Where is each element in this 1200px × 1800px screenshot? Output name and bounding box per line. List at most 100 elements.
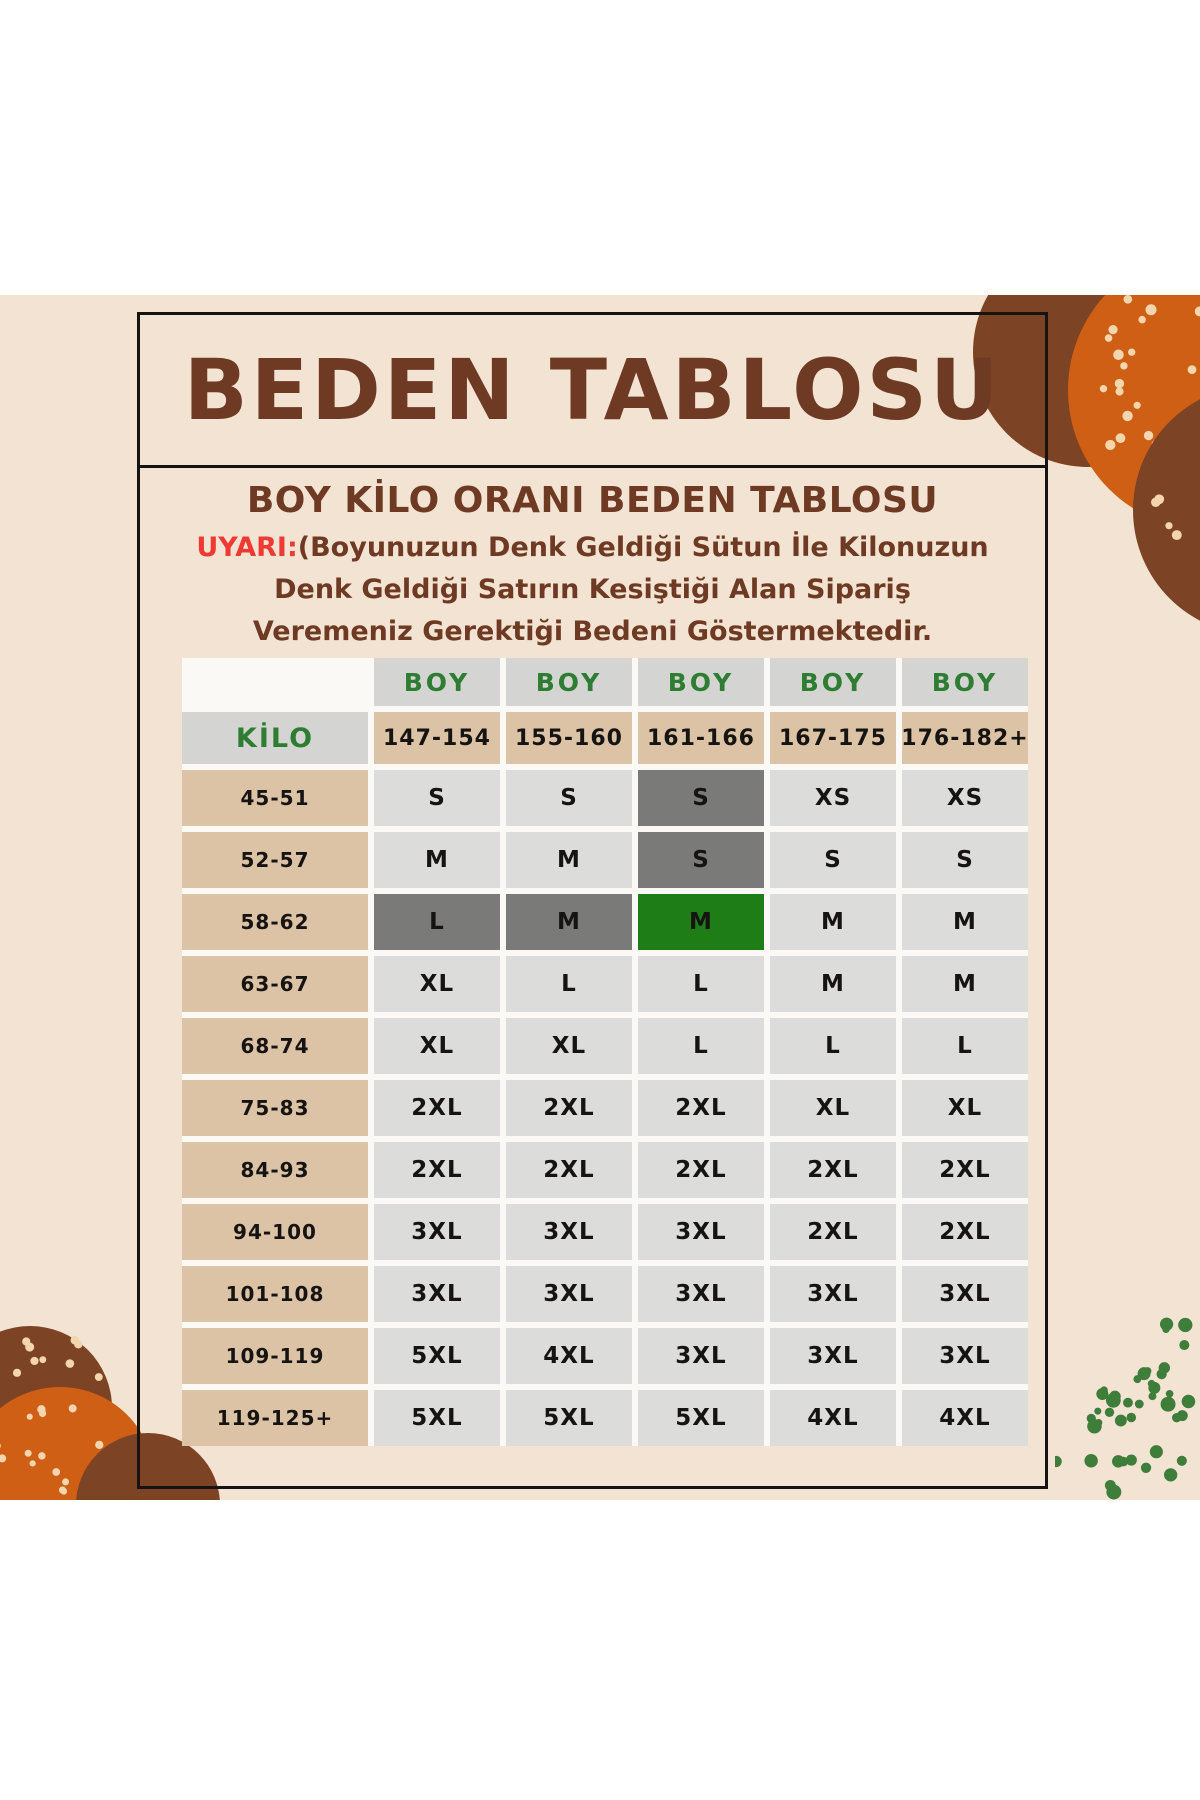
size-cell: 4XL bbox=[506, 1328, 632, 1384]
decor-dot bbox=[1112, 1455, 1125, 1468]
height-range-cell: 155-160 bbox=[506, 712, 632, 764]
height-range-cell: 161-166 bbox=[638, 712, 764, 764]
size-cell: 5XL bbox=[506, 1390, 632, 1446]
decor-dot bbox=[1055, 1455, 1062, 1468]
size-cell: 3XL bbox=[374, 1204, 500, 1260]
decor-dot bbox=[1094, 1407, 1102, 1415]
warning-text: UYARI:(Boyunuzun Denk Geldiği Sütun İle … bbox=[140, 527, 1045, 653]
size-cell: S bbox=[506, 770, 632, 826]
decor-dot bbox=[1143, 430, 1154, 441]
decor-dot bbox=[1109, 1390, 1121, 1403]
chart-frame: BEDEN TABLOSU BOY KİLO ORANI BEDEN TABLO… bbox=[137, 312, 1048, 1489]
size-cell: M bbox=[902, 894, 1028, 950]
green-dots bbox=[1055, 1317, 1196, 1500]
size-cell: 2XL bbox=[506, 1080, 632, 1136]
size-cell: M bbox=[506, 832, 632, 888]
warning-line: Denk Geldiği Satırın Kesiştiği Alan Sipa… bbox=[274, 573, 911, 605]
decor-dot bbox=[1145, 304, 1157, 316]
size-cell: 2XL bbox=[638, 1142, 764, 1198]
size-cell: XS bbox=[902, 770, 1028, 826]
decor-dot bbox=[1128, 348, 1136, 356]
size-cell: 3XL bbox=[638, 1204, 764, 1260]
height-range-cell: 176-182+ bbox=[901, 712, 1028, 764]
size-cell: L bbox=[638, 1018, 764, 1074]
decor-dot bbox=[24, 1449, 32, 1457]
decor-dot bbox=[1108, 325, 1118, 335]
weight-range-cell: 119-125+ bbox=[182, 1390, 368, 1446]
corner-cell bbox=[182, 658, 368, 706]
boy-header-cell: BOY bbox=[902, 658, 1028, 706]
decor-dot bbox=[1154, 494, 1165, 505]
size-cell: 3XL bbox=[770, 1266, 896, 1322]
decor-dot bbox=[1158, 1362, 1171, 1374]
decor-dot bbox=[26, 1413, 33, 1420]
decor-dot bbox=[1148, 1392, 1157, 1401]
size-cell: L bbox=[770, 1018, 896, 1074]
size-cell: S bbox=[770, 832, 896, 888]
decor-dot bbox=[1125, 1454, 1137, 1466]
size-cell: 3XL bbox=[374, 1266, 500, 1322]
decor-bottom-left-circles bbox=[0, 1326, 220, 1500]
decor-dot bbox=[1181, 1394, 1196, 1409]
height-range-cell: 167-175 bbox=[770, 712, 896, 764]
decor-dot bbox=[0, 1443, 1, 1449]
size-cell: 2XL bbox=[638, 1080, 764, 1136]
size-cell: XL bbox=[770, 1080, 896, 1136]
brown-circle bbox=[76, 1433, 220, 1500]
warning-line: UYARI:(Boyunuzun Denk Geldiği Sütun İle … bbox=[196, 532, 989, 563]
decor-dot bbox=[1123, 1397, 1133, 1408]
decor-dot bbox=[1137, 1367, 1151, 1381]
cream-dots bbox=[1151, 494, 1182, 541]
decor-dot bbox=[1171, 1412, 1182, 1423]
decor-dot bbox=[30, 1356, 39, 1366]
decor-dot bbox=[62, 1478, 70, 1486]
decor-dot bbox=[1100, 1386, 1108, 1394]
size-cell: 3XL bbox=[902, 1266, 1028, 1322]
brown-circle bbox=[1133, 399, 1200, 621]
title-section: BEDEN TABLOSU bbox=[140, 315, 1045, 468]
decor-dot bbox=[1176, 1455, 1187, 1466]
size-cell: M bbox=[770, 894, 896, 950]
warning-line: Veremeniz Gerektiği Bedeni Göstermektedi… bbox=[252, 615, 933, 647]
size-cell: M bbox=[902, 956, 1028, 1012]
weight-range-cell: 101-108 bbox=[182, 1266, 368, 1322]
size-cell: XL bbox=[374, 1018, 500, 1074]
size-cell: S bbox=[374, 770, 500, 826]
decor-dot bbox=[1115, 387, 1124, 396]
size-cell: 3XL bbox=[770, 1328, 896, 1384]
decor-dot bbox=[1178, 1317, 1193, 1333]
decor-dot bbox=[1187, 365, 1197, 375]
weight-range-cell: 75-83 bbox=[182, 1080, 368, 1136]
size-cell: 3XL bbox=[902, 1328, 1028, 1384]
boy-header-cell: BOY bbox=[770, 658, 896, 706]
chart-subtitle: BOY KİLO ORANI BEDEN TABLOSU bbox=[246, 480, 939, 521]
decor-dot bbox=[1126, 1412, 1137, 1423]
decor-dot bbox=[1084, 1454, 1098, 1468]
decor-dot bbox=[29, 1460, 36, 1467]
size-cell: 2XL bbox=[902, 1142, 1028, 1198]
decor-dot bbox=[1087, 1419, 1102, 1434]
decor-dot bbox=[0, 1454, 7, 1463]
decor-dot bbox=[1165, 1389, 1174, 1398]
size-cell: XL bbox=[506, 1018, 632, 1074]
size-cell: M bbox=[638, 894, 764, 950]
weight-range-cell: 109-119 bbox=[182, 1328, 368, 1384]
boy-header-cell: BOY bbox=[638, 658, 764, 706]
decor-dot bbox=[1113, 349, 1124, 361]
decor-dot bbox=[94, 1373, 103, 1381]
decor-dot bbox=[1159, 1317, 1174, 1331]
boy-header-cell: BOY bbox=[506, 658, 632, 706]
cream-dots bbox=[1099, 295, 1200, 481]
decor-dot bbox=[1104, 334, 1113, 342]
weight-range-cell: 52-57 bbox=[182, 832, 368, 888]
decor-dot bbox=[1148, 1381, 1161, 1394]
size-cell: M bbox=[770, 956, 896, 1012]
size-cell: 2XL bbox=[770, 1204, 896, 1260]
size-cell: XL bbox=[902, 1080, 1028, 1136]
decor-dot bbox=[95, 1440, 104, 1449]
decor-dot bbox=[1134, 1399, 1144, 1409]
size-table: BOY BOY BOY BOY BOY KİLO 147-154 155-160 161-166… bbox=[182, 658, 1028, 1446]
size-cell: XL bbox=[374, 956, 500, 1012]
decor-dot bbox=[52, 1468, 61, 1476]
